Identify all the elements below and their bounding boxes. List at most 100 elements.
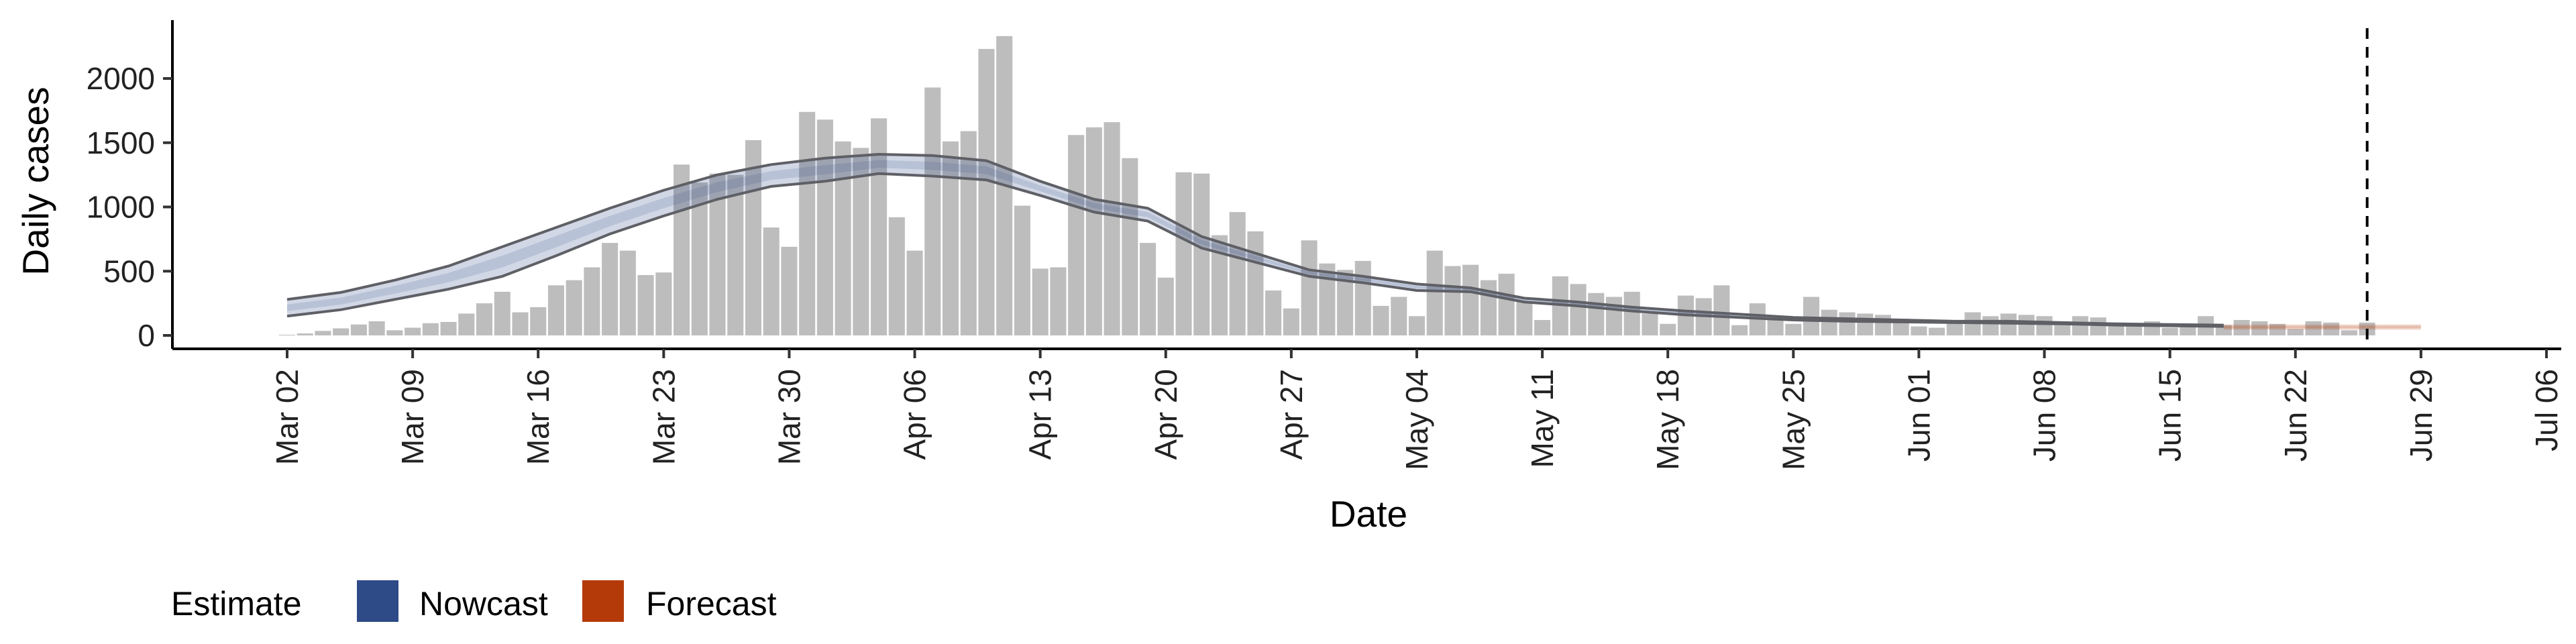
bar xyxy=(1821,309,1837,335)
bar xyxy=(2126,323,2143,335)
bar xyxy=(637,274,654,335)
bar xyxy=(315,331,331,335)
x-tick-label: Apr 20 xyxy=(1148,369,1183,460)
bar xyxy=(816,119,833,335)
x-tick-label: Mar 23 xyxy=(646,369,681,465)
bar xyxy=(2036,316,2053,335)
bar xyxy=(1534,320,1551,335)
bar xyxy=(674,164,690,335)
bar xyxy=(1229,212,1246,335)
bar xyxy=(1713,285,1730,335)
bar xyxy=(2090,317,2106,335)
bar xyxy=(871,118,888,336)
legend-swatch-nowcast xyxy=(357,580,398,622)
bar xyxy=(2287,329,2304,335)
x-tick-label: Jun 22 xyxy=(2278,369,2313,462)
bar xyxy=(1373,305,1389,335)
bar xyxy=(1803,297,1820,335)
x-tick-label: Apr 27 xyxy=(1274,369,1309,460)
bar xyxy=(1623,291,1640,335)
bar xyxy=(1642,313,1658,335)
y-ticks-group: 0 500 1000 1500 2000 xyxy=(87,61,172,353)
x-tick-label: Jul 06 xyxy=(2529,369,2564,451)
bars-group xyxy=(278,36,2375,336)
bar xyxy=(333,328,350,335)
bar xyxy=(1301,240,1318,335)
bar xyxy=(1122,158,1138,336)
bar xyxy=(1085,127,1102,335)
bar xyxy=(1193,173,1210,335)
bar xyxy=(440,321,457,335)
bar xyxy=(727,174,744,335)
legend-label-forecast: Forecast xyxy=(646,585,777,623)
bar xyxy=(1660,323,1676,335)
legend-swatch-forecast xyxy=(582,580,624,622)
bar xyxy=(960,131,977,335)
bar xyxy=(2072,316,2089,335)
x-tick-label: May 11 xyxy=(1525,369,1560,468)
bar xyxy=(1516,302,1533,335)
x-ticks-group: Mar 02 Mar 09 Mar 16 Mar 23 Mar 30 Apr 06 Apr … xyxy=(270,349,2564,470)
bar xyxy=(2323,322,2340,335)
bar xyxy=(1354,260,1371,335)
bar xyxy=(1426,250,1443,335)
bar xyxy=(584,267,600,335)
x-axis-title: Date xyxy=(1330,493,1407,535)
x-tick-label: Mar 09 xyxy=(395,369,430,465)
bar xyxy=(906,250,923,335)
y-axis-title: Daily cases xyxy=(15,87,56,275)
y-tick-label: 1000 xyxy=(87,190,155,225)
bar xyxy=(512,312,529,335)
bar xyxy=(2054,322,2071,335)
y-tick-label: 1500 xyxy=(87,125,155,160)
bar xyxy=(1247,231,1264,335)
x-tick-label: Apr 06 xyxy=(898,369,932,460)
bar xyxy=(1175,172,1192,335)
bar xyxy=(458,313,475,335)
legend: Estimate Nowcast Forecast xyxy=(171,580,777,623)
bar xyxy=(799,111,816,336)
bar xyxy=(1462,264,1479,335)
bar xyxy=(1283,308,1299,335)
bar xyxy=(1032,268,1049,335)
legend-title: Estimate xyxy=(171,585,302,623)
bar xyxy=(1104,122,1120,336)
bar xyxy=(547,285,564,335)
bar xyxy=(2305,321,2322,335)
band-lower-line xyxy=(286,172,2224,328)
bar xyxy=(1265,290,1282,335)
bar xyxy=(422,323,439,335)
x-tick-label: Jun 29 xyxy=(2404,369,2438,462)
bar xyxy=(602,243,619,335)
bar xyxy=(476,303,493,335)
bar xyxy=(1014,205,1030,335)
bar xyxy=(2233,320,2250,335)
bar xyxy=(1391,297,1407,335)
bar xyxy=(691,182,708,335)
band-forecast xyxy=(2223,324,2421,330)
bar xyxy=(1444,266,1461,335)
bar xyxy=(745,140,762,336)
bar xyxy=(368,321,385,335)
bar xyxy=(1570,284,1587,335)
y-tick-label: 0 xyxy=(138,318,155,353)
x-tick-label: Mar 02 xyxy=(270,369,305,465)
bar xyxy=(1874,315,1891,335)
bar xyxy=(2018,315,2035,335)
bar xyxy=(2341,330,2357,335)
bar xyxy=(1731,325,1748,335)
bar xyxy=(619,250,636,335)
bar xyxy=(386,330,403,335)
x-tick-label: May 25 xyxy=(1776,369,1811,470)
bar xyxy=(1140,243,1157,335)
y-tick-label: 2000 xyxy=(87,61,155,96)
bar xyxy=(405,327,421,335)
x-tick-label: May 18 xyxy=(1650,369,1685,470)
bar xyxy=(1839,312,1856,335)
x-tick-label: Apr 13 xyxy=(1023,369,1058,460)
bar xyxy=(781,246,798,335)
bar xyxy=(1498,274,1515,335)
x-tick-label: Jun 08 xyxy=(2027,369,2062,462)
bar xyxy=(530,307,547,335)
